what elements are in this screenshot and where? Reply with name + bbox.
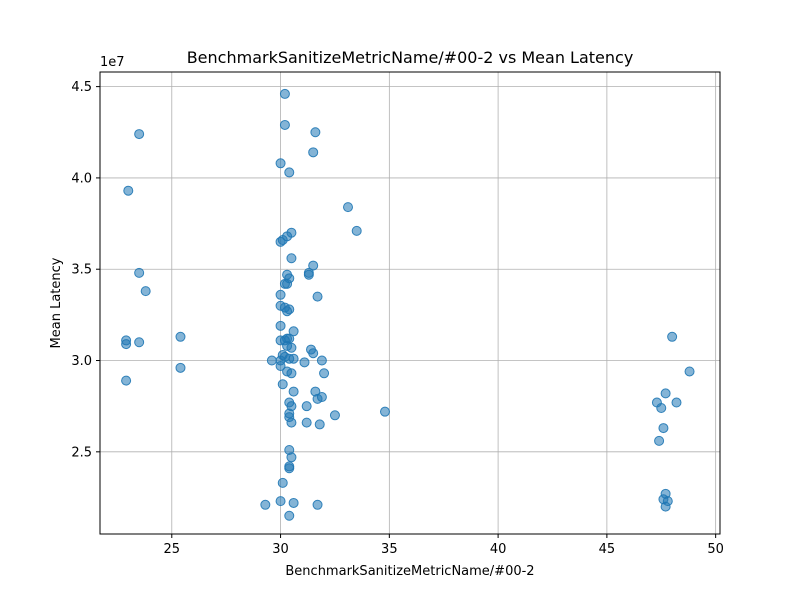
data-point <box>286 253 297 264</box>
data-point <box>288 386 299 397</box>
data-point <box>351 225 362 236</box>
x-tick-label: 40 <box>490 542 507 557</box>
data-point <box>288 326 299 337</box>
data-point <box>279 88 290 99</box>
data-point <box>277 379 288 390</box>
data-point <box>303 269 314 280</box>
data-point <box>314 419 325 430</box>
data-point <box>284 463 295 474</box>
data-point <box>379 406 390 417</box>
data-point <box>275 320 286 331</box>
y-tick-label: 3.0 <box>71 354 92 369</box>
data-point <box>275 158 286 169</box>
x-tick-label: 25 <box>164 542 181 557</box>
data-point <box>308 147 319 158</box>
y-axis-offset-text: 1e7 <box>100 55 125 70</box>
data-point <box>308 260 319 271</box>
data-point <box>260 499 271 510</box>
data-point <box>316 355 327 366</box>
axis-ticks: 25 30 35 40 45 50 2.5 3.0 3.5 4.0 4.5 <box>71 80 724 557</box>
data-point <box>279 119 290 130</box>
data-point <box>140 286 151 297</box>
data-point <box>275 335 286 346</box>
data-point <box>121 339 132 350</box>
data-point <box>658 423 669 434</box>
data-point <box>284 510 295 521</box>
x-tick-label: 30 <box>272 542 289 557</box>
data-point <box>286 342 297 353</box>
data-point <box>275 236 286 247</box>
data-point <box>312 499 323 510</box>
data-point <box>279 278 290 289</box>
data-point <box>656 403 667 413</box>
data-point <box>329 410 340 421</box>
data-point <box>319 368 330 379</box>
data-point <box>312 291 323 302</box>
data-point <box>134 337 145 348</box>
data-point <box>660 388 671 399</box>
data-point <box>123 185 134 196</box>
data-point <box>301 417 312 428</box>
y-axis-label: Mean Latency <box>49 257 64 348</box>
y-tick-label: 4.5 <box>71 80 92 95</box>
data-point <box>121 375 132 386</box>
data-points <box>121 88 695 521</box>
plot-area-frame <box>99 71 721 535</box>
data-point <box>266 355 277 366</box>
data-point <box>310 127 321 138</box>
data-point <box>308 348 319 359</box>
data-point <box>275 361 286 371</box>
grid <box>100 72 720 534</box>
data-point <box>286 368 297 379</box>
x-tick-label: 45 <box>599 542 616 557</box>
data-point <box>284 167 295 178</box>
data-point <box>286 452 297 463</box>
data-point <box>316 392 327 403</box>
chart-title: BenchmarkSanitizeMetricName/#00-2 vs Mea… <box>187 48 634 67</box>
x-axis-label: BenchmarkSanitizeMetricName/#00-2 <box>285 564 534 579</box>
data-point <box>288 497 299 508</box>
data-point <box>282 306 293 317</box>
data-point <box>134 129 145 140</box>
data-point <box>277 477 288 488</box>
data-point <box>275 289 286 300</box>
data-point <box>286 417 297 428</box>
data-point <box>275 496 286 507</box>
data-point <box>175 331 186 342</box>
data-point <box>654 435 665 446</box>
y-tick-label: 2.5 <box>71 445 92 460</box>
data-point <box>667 331 678 342</box>
data-point <box>301 401 312 412</box>
data-point <box>343 202 353 213</box>
y-tick-label: 3.5 <box>71 263 92 278</box>
data-point <box>671 397 682 408</box>
x-tick-label: 35 <box>381 542 398 557</box>
data-point <box>175 362 186 373</box>
data-point <box>299 357 310 368</box>
y-tick-label: 4.0 <box>71 171 92 186</box>
x-tick-label: 50 <box>707 542 724 557</box>
data-point <box>684 366 695 377</box>
data-point <box>660 501 671 512</box>
data-point <box>288 353 299 364</box>
data-point <box>134 267 145 278</box>
